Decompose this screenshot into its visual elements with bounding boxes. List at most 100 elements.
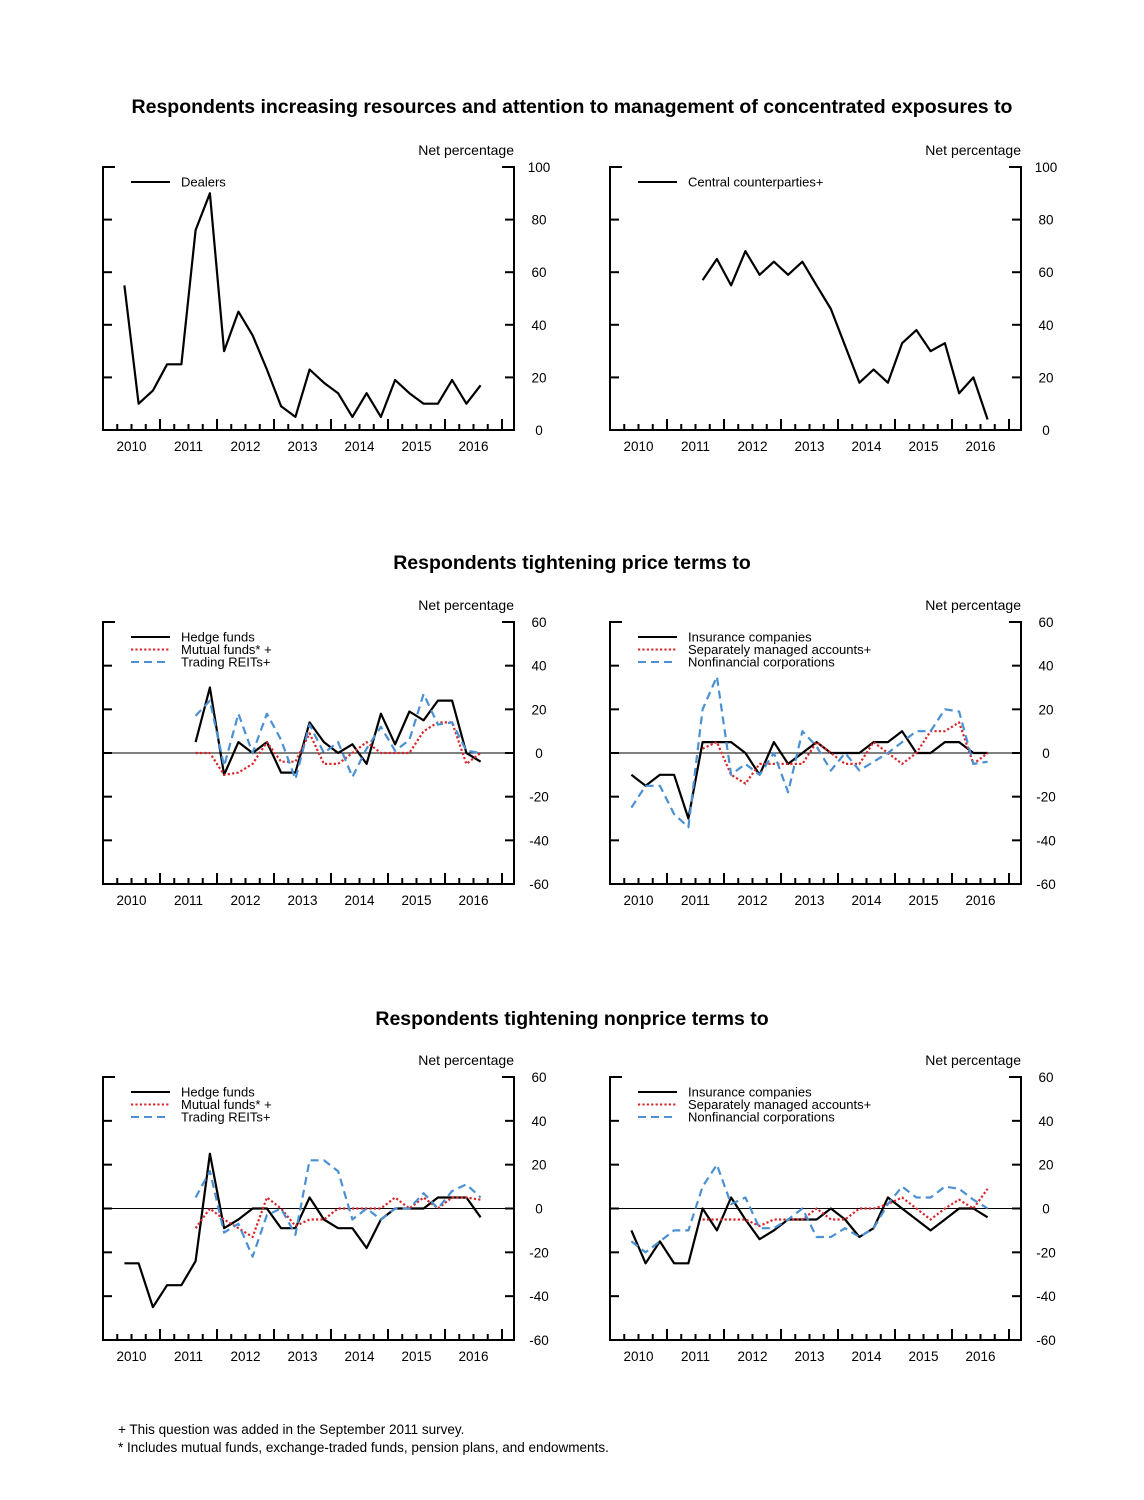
x-tick-label: 2015: [908, 1349, 938, 1364]
y-tick-label: 0: [535, 423, 543, 438]
x-tick-label: 2012: [230, 893, 260, 908]
legend-label: Trading REITs+: [181, 655, 270, 670]
chart-panel-3: -60 -40 -20 0 20 40 60 Net percentage 2010 2011 20…: [102, 597, 549, 908]
series-line-hedge-funds: [194, 686, 482, 776]
series-line-insurance-companies: [630, 1196, 989, 1265]
legend-label: Nonfinancial corporations: [688, 1110, 835, 1125]
x-tick-label: 2015: [401, 1349, 431, 1364]
y-tick-label: 60: [1038, 265, 1053, 280]
x-tick-label: 2014: [851, 1349, 882, 1364]
y-tick-label: 40: [531, 1114, 546, 1129]
x-tick-label: 2012: [737, 893, 767, 908]
legend-label: Trading REITs+: [181, 1110, 270, 1125]
y-tick-label: 20: [531, 1158, 546, 1173]
chart-panel-2: 0 20 40 60 80 100 Net percentage 2010 2011 2012 20…: [609, 142, 1058, 454]
y-tick-label: 60: [531, 265, 546, 280]
row3-title: Respondents tightening nonprice terms to: [375, 1008, 769, 1030]
chart-panel-1: 0 20 40 60 80 100 Net percentage 2010 2011 2012 20…: [102, 142, 550, 454]
x-tick-label: 2016: [965, 1349, 995, 1364]
x-tick-label: 2011: [681, 1349, 710, 1364]
x-tick-label: 2014: [851, 439, 882, 454]
y-tick-label: -20: [1036, 790, 1056, 805]
y-tick-label: -40: [1036, 833, 1056, 848]
x-tick-label: 2013: [287, 1349, 317, 1364]
series-line-hedge-funds: [124, 1152, 482, 1309]
x-tick-label: 2010: [116, 893, 146, 908]
y-tick-label: -20: [529, 1245, 549, 1260]
y-axis-label: Net percentage: [418, 1052, 514, 1068]
y-tick-label: 20: [1038, 702, 1053, 717]
legend-label: Separately managed accounts+: [688, 1097, 871, 1112]
y-tick-label: 0: [1042, 746, 1050, 761]
legend-label: Mutual funds* +: [181, 1097, 272, 1112]
x-tick-label: 2013: [794, 1349, 824, 1364]
x-tick-label: 2012: [230, 1349, 260, 1364]
y-tick-label: 40: [1038, 1114, 1053, 1129]
y-axis-label: Net percentage: [925, 142, 1021, 158]
y-axis-label: Net percentage: [418, 142, 514, 158]
plot-frame: [102, 166, 515, 431]
x-tick-label: 2012: [230, 439, 260, 454]
y-tick-label: 40: [531, 659, 546, 674]
x-tick-label: 2010: [623, 1349, 653, 1364]
row1-title: Respondents increasing resources and att…: [131, 96, 1013, 118]
y-tick-label: -60: [529, 1333, 549, 1348]
x-tick-label: 2016: [458, 893, 488, 908]
x-tick-label: 2010: [116, 439, 146, 454]
y-tick-label: 20: [531, 702, 546, 717]
y-tick-label: 100: [1035, 160, 1058, 175]
x-tick-label: 2011: [174, 893, 203, 908]
x-tick-label: 2010: [623, 893, 653, 908]
x-tick-label: 2010: [116, 1349, 146, 1364]
y-tick-label: -40: [529, 833, 549, 848]
y-axis-label: Net percentage: [418, 597, 514, 613]
chart-panel-4: -60 -40 -20 0 20 40 60 Net percentage 2010 2011 20…: [609, 597, 1056, 908]
legend-label: Hedge funds: [181, 1085, 255, 1100]
y-tick-label: 80: [531, 213, 546, 228]
footnote-plus: + This question was added in the Septemb…: [118, 1422, 465, 1437]
x-tick-label: 2014: [344, 1349, 375, 1364]
x-tick-label: 2016: [458, 439, 488, 454]
legend-label: Insurance companies: [688, 1085, 812, 1100]
plot-frame: [102, 621, 515, 885]
x-tick-label: 2014: [851, 893, 882, 908]
x-tick-label: 2015: [908, 439, 938, 454]
x-tick-label: 2013: [794, 893, 824, 908]
y-axis-label: Net percentage: [925, 597, 1021, 613]
plot-frame: [609, 1076, 1022, 1341]
x-tick-label: 2011: [174, 1349, 203, 1364]
series-line-separately-managed-accounts: [702, 721, 989, 785]
y-tick-label: 80: [1038, 213, 1053, 228]
series-line-trading-reits: [194, 692, 481, 781]
x-tick-label: 2016: [965, 893, 995, 908]
y-tick-label: 60: [531, 615, 546, 630]
series-line-nonfinancial-corporations: [630, 1163, 989, 1254]
x-tick-label: 2011: [681, 439, 710, 454]
y-tick-label: 0: [535, 1202, 543, 1217]
y-axis-label: Net percentage: [925, 1052, 1021, 1068]
series-line-insurance-companies: [630, 730, 988, 820]
y-tick-label: 60: [1038, 615, 1053, 630]
plot-frame: [609, 621, 1022, 885]
y-tick-label: 20: [1038, 1158, 1053, 1173]
x-tick-label: 2010: [623, 439, 653, 454]
series-line-mutual-funds: [194, 1196, 481, 1239]
x-tick-label: 2013: [287, 893, 317, 908]
row2-title: Respondents tightening price terms to: [393, 552, 751, 574]
y-tick-label: 20: [1038, 370, 1053, 385]
x-tick-label: 2013: [794, 439, 824, 454]
y-tick-label: 40: [531, 318, 546, 333]
series-line-central-counterparties: [701, 250, 989, 420]
x-tick-label: 2011: [174, 439, 203, 454]
x-tick-label: 2014: [344, 893, 375, 908]
legend-label: Hedge funds: [181, 630, 255, 645]
y-tick-label: -60: [1036, 877, 1056, 892]
x-tick-label: 2016: [965, 439, 995, 454]
y-tick-label: 20: [531, 370, 546, 385]
legend-label: Mutual funds* +: [181, 642, 272, 657]
footnote-star: * Includes mutual funds, exchange-traded…: [118, 1440, 609, 1455]
y-tick-label: 0: [535, 746, 543, 761]
y-tick-label: 60: [1038, 1070, 1053, 1085]
x-tick-label: 2012: [737, 1349, 767, 1364]
